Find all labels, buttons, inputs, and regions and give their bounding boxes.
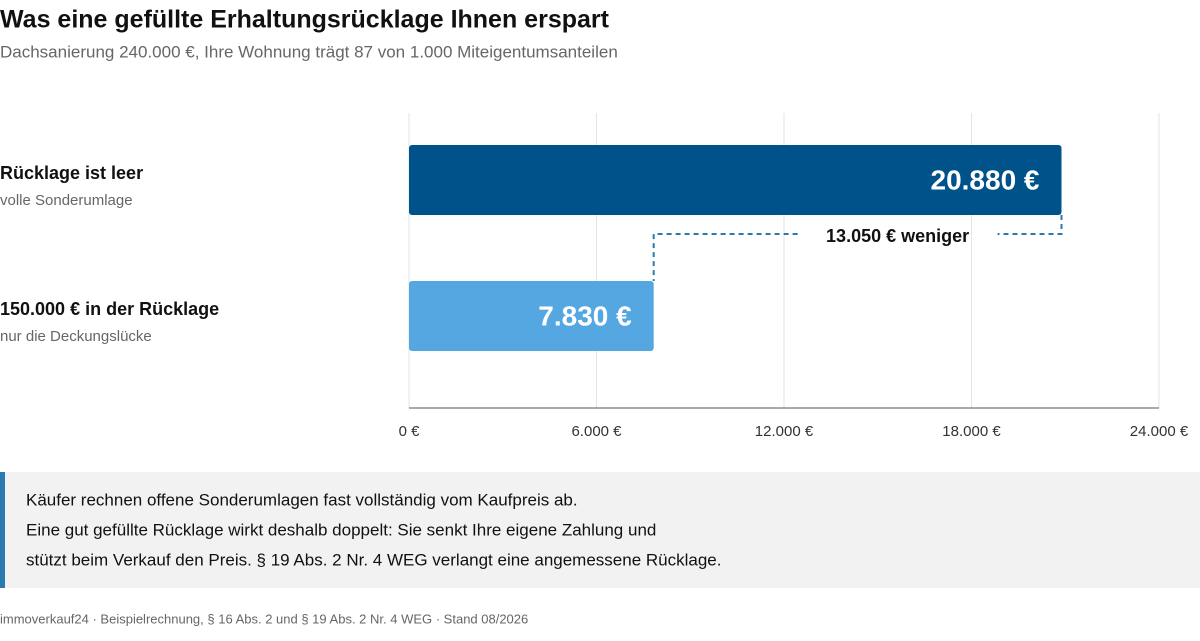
x-tick-label: 24.000 € xyxy=(1130,423,1189,440)
x-tick-label: 6.000 € xyxy=(571,423,622,440)
x-tick-label: 0 € xyxy=(399,423,421,440)
category-sublabel: nur die Deckungslücke xyxy=(0,328,152,345)
note-accent xyxy=(0,472,5,588)
chart-subtitle: Dachsanierung 240.000 €, Ihre Wohnung tr… xyxy=(0,42,618,61)
source: immoverkauf24 · Beispielrechnung, § 16 A… xyxy=(0,611,528,626)
note-line: Eine gut gefüllte Rücklage wirkt deshalb… xyxy=(26,520,656,539)
bar xyxy=(409,281,654,351)
category-sublabel: volle Sonderumlage xyxy=(0,192,133,209)
category-label: 150.000 € in der Rücklage xyxy=(0,299,219,319)
value-label: 7.830 € xyxy=(538,300,632,331)
annotation: 13.050 € weniger xyxy=(826,226,969,246)
connector xyxy=(997,215,1063,235)
category-label: Rücklage ist leer xyxy=(0,163,143,183)
value-label: 20.880 € xyxy=(931,164,1040,195)
chart-title: Was eine gefüllte Erhaltungsrücklage Ihn… xyxy=(0,6,610,34)
x-tick-label: 18.000 € xyxy=(942,423,1001,440)
note-line: stützt beim Verkauf den Preis. § 19 Abs.… xyxy=(26,550,721,569)
bar xyxy=(409,145,1062,215)
x-tick-label: 12.000 € xyxy=(755,423,814,440)
connector xyxy=(652,233,798,281)
note-box xyxy=(0,472,1200,588)
note-line: Käufer rechnen offene Sonderumlagen fast… xyxy=(26,490,578,509)
